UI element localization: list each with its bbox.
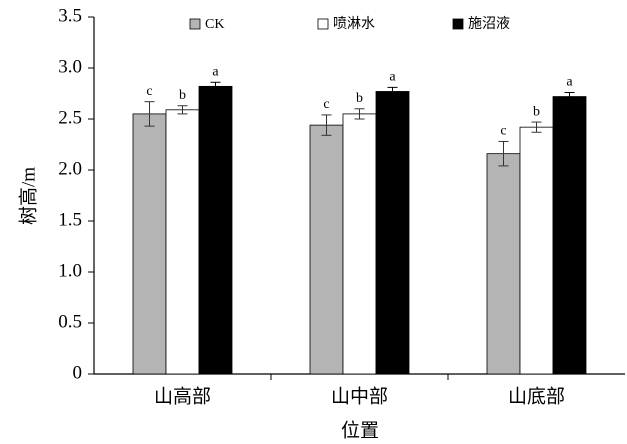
y-tick-label: 0 [73,362,83,383]
significance-letter: a [566,75,573,90]
y-tick-label: 3.0 [58,56,82,77]
legend-label: 喷淋水 [333,16,375,32]
legend-swatch [189,18,201,30]
significance-letter: a [212,64,219,79]
error-bar [498,140,509,167]
error-bar [144,101,155,127]
legend-label: 施沼液 [468,16,510,32]
y-tick-label: 1.0 [58,260,82,281]
bar [198,85,233,375]
error-bar [531,121,542,133]
error-bar [210,81,221,91]
y-tick-label: 2.5 [58,107,82,128]
error-bar [321,114,332,136]
legend-swatch [452,18,464,30]
y-tick-label: 2.0 [58,158,82,179]
significance-letter: a [389,70,396,85]
error-bar [387,86,398,97]
x-axis-title: 位置 [341,419,379,441]
bar [486,153,521,375]
y-tick-label: 1.5 [58,209,82,230]
y-tick-label: 0.5 [58,311,82,332]
bar [342,113,377,375]
bar [519,126,554,375]
x-tick-label: 山底部 [508,385,565,407]
bar [552,96,587,375]
bar [132,113,167,375]
x-tick-label: 山高部 [154,385,211,407]
significance-letter: c [323,97,329,112]
significance-letter: b [179,88,186,103]
error-bar [564,91,575,102]
error-bar [177,105,188,115]
x-tick-label: 山中部 [331,385,388,407]
y-axis-title: 树高/m [17,167,39,225]
error-bar [354,108,365,120]
significance-letter: c [146,84,152,99]
legend-swatch [317,18,329,30]
significance-letter: b [533,104,540,119]
bar [165,109,200,375]
significance-letter: b [356,91,363,106]
y-tick-label: 3.5 [58,5,82,26]
bar [375,91,410,375]
significance-letter: c [500,124,506,139]
bar [309,124,344,375]
legend-label: CK [205,17,224,32]
